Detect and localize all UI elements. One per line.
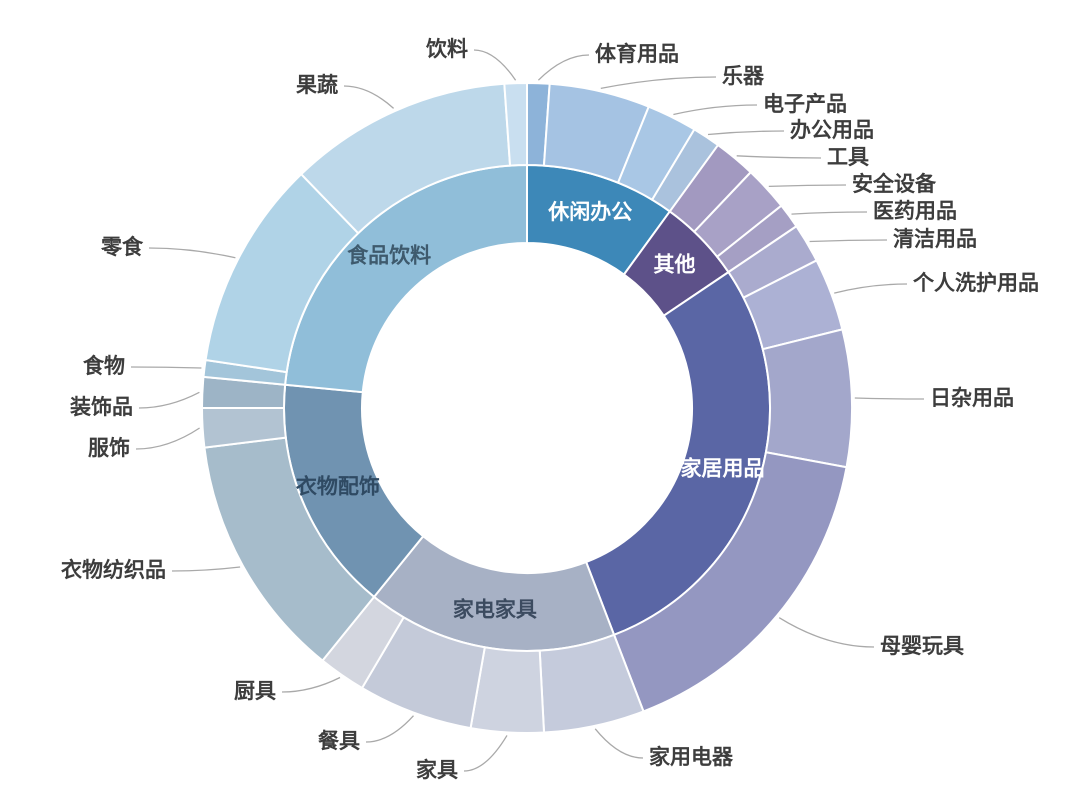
outer-segment-drinks[interactable] [503, 81, 528, 167]
callout-label-office-supplies: 办公用品 [790, 118, 874, 142]
callout-label-textiles: 衣物纺织品 [61, 558, 166, 582]
callout-label-baby-toys: 母婴玩具 [880, 634, 964, 658]
leader-line-kitchenware [281, 676, 341, 693]
inner-label-clothing-accessories: 衣物配饰 [296, 474, 380, 498]
leader-line-personal-care [834, 283, 908, 294]
leader-line-textiles [171, 566, 241, 572]
leader-line-safety-equipment [768, 184, 847, 188]
callout-label-medicine: 医药用品 [873, 199, 957, 223]
callout-label-furniture: 家具 [416, 758, 458, 782]
leader-line-tableware [365, 715, 414, 743]
inner-label-leisure-office: 休闲办公 [547, 200, 632, 224]
inner-label-appliance-furniture: 家电家具 [453, 598, 537, 622]
callout-label-personal-care: 个人洗护用品 [913, 271, 1039, 295]
leader-line-daily-sundries [854, 397, 925, 400]
callout-label-daily-sundries: 日杂用品 [930, 386, 1014, 410]
leader-line-sports [537, 54, 590, 81]
callout-label-home-appliances: 家用电器 [649, 745, 734, 769]
callout-label-safety-equipment: 安全设备 [852, 172, 937, 196]
leader-line-tools [736, 155, 822, 159]
outer-segment-daily-sundries[interactable] [761, 328, 853, 469]
leader-line-office-supplies [707, 130, 785, 136]
callout-label-snacks: 零食 [100, 235, 144, 259]
leader-line-drinks [473, 49, 517, 81]
inner-label-food-beverage: 食品饮料 [347, 243, 431, 267]
leader-line-electronics [673, 104, 758, 116]
callout-label-drinks: 饮料 [425, 37, 468, 61]
leader-line-furniture [463, 735, 508, 772]
leader-line-home-appliances [594, 728, 644, 759]
callout-label-tableware: 餐具 [318, 729, 360, 753]
leader-line-cleaning [809, 239, 888, 243]
leader-line-produce [343, 85, 395, 109]
inner-label-household: 家居用品 [681, 457, 765, 481]
leader-line-instruments [600, 76, 717, 90]
callout-label-apparel: 服饰 [88, 436, 130, 460]
callout-label-food: 食物 [83, 354, 125, 378]
leader-line-food [130, 366, 202, 369]
leader-line-apparel [135, 427, 200, 450]
callout-label-sports: 体育用品 [595, 42, 679, 66]
callout-label-kitchenware: 厨具 [234, 679, 276, 703]
callout-label-cleaning: 清洁用品 [893, 227, 977, 251]
inner-label-other: 其他 [654, 253, 696, 277]
callout-label-electronics: 电子产品 [763, 92, 847, 116]
leader-line-snacks [148, 247, 236, 259]
callout-label-instruments: 乐器 [722, 64, 765, 88]
leader-line-decorations [138, 391, 200, 409]
leader-line-medicine [791, 211, 868, 215]
callout-label-tools: 工具 [827, 145, 869, 169]
callout-label-decorations: 装饰品 [70, 395, 133, 419]
callout-label-produce: 果蔬 [296, 73, 338, 97]
leader-line-baby-toys [778, 617, 875, 648]
